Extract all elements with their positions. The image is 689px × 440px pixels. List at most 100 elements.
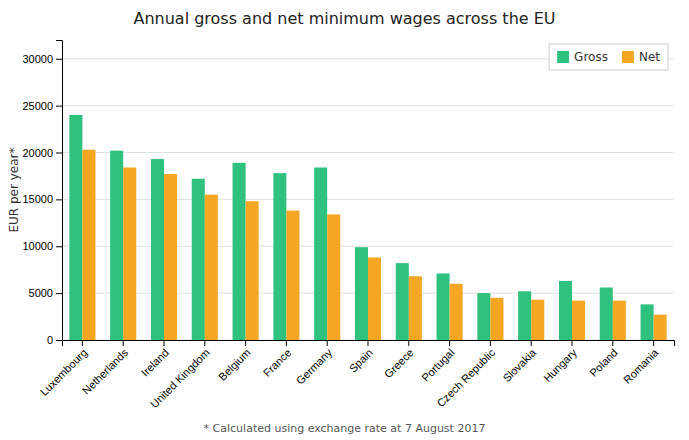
bar (192, 179, 205, 340)
plot: 0 5000 10000 15000 20000 25000 30000 Luxembourg… (22, 41, 674, 411)
bar-series (82, 150, 666, 340)
tick-label: Hungary (541, 346, 579, 384)
bar (151, 159, 164, 340)
tick: Netherlands (80, 340, 131, 397)
tick-label: 15000 (22, 193, 53, 205)
bar (110, 151, 123, 340)
bar (164, 174, 177, 340)
tick-mark (490, 340, 491, 346)
tick-label: 25000 (22, 100, 53, 112)
bar (600, 288, 613, 341)
tick-label: 5000 (29, 287, 53, 299)
tick-mark (56, 59, 62, 60)
tick-label: Romania (621, 346, 661, 386)
tick: Portugal (419, 340, 456, 384)
tick-label: Czech Republic (434, 346, 497, 409)
legend-box (549, 44, 668, 70)
bar (409, 276, 422, 340)
tick-label: Slovakia (500, 346, 539, 385)
bars (69, 115, 666, 340)
tick-mark (204, 340, 205, 346)
tick-mark (449, 340, 450, 346)
tick: Greece (382, 340, 416, 380)
tick: 25000 (22, 100, 62, 112)
bar (437, 273, 450, 340)
bar (490, 298, 503, 340)
tick: Germany (294, 340, 335, 387)
grid-line (62, 105, 674, 106)
tick-label: United Kingdom (148, 346, 212, 410)
tick-mark (82, 340, 83, 346)
bar (654, 315, 667, 340)
tick: France (261, 340, 294, 379)
grid (62, 59, 674, 340)
axis-title: EUR per year* (7, 147, 21, 232)
bar (233, 163, 246, 340)
tick: Slovakia (500, 340, 539, 384)
x-axis: LuxembourgNetherlandsIrelandUnited Kingd… (38, 340, 675, 410)
axis-line (56, 41, 63, 341)
bar (641, 304, 654, 340)
tick-mark (56, 246, 62, 247)
bar (205, 195, 218, 340)
tick-mark (123, 340, 124, 346)
legend-swatch (622, 51, 634, 63)
tick: Poland (587, 340, 620, 379)
legend-swatch (557, 51, 569, 63)
tick-label: Spain (347, 346, 375, 374)
tick-mark (368, 340, 369, 346)
bar-series (69, 115, 653, 340)
tick-mark (164, 340, 165, 346)
bar (477, 293, 490, 340)
bar (450, 284, 463, 340)
tick-mark (612, 340, 613, 346)
legend: Gross Net (549, 44, 668, 70)
legend-item: Net (622, 50, 660, 64)
tick-mark (572, 340, 573, 346)
tick-label: Germany (294, 346, 335, 387)
tick-mark (531, 340, 532, 346)
tick: 0 (47, 334, 62, 346)
grid-line (62, 152, 674, 153)
tick: 15000 (22, 193, 62, 205)
tick: Ireland (139, 340, 171, 379)
bar (613, 301, 626, 340)
tick: 20000 (22, 147, 62, 159)
tick: 5000 (29, 287, 62, 299)
bar (559, 281, 572, 340)
title: Annual gross and net minimum wages acros… (133, 9, 555, 28)
legend-label: Net (639, 50, 660, 64)
tick-mark (56, 340, 62, 341)
tick: Hungary (541, 340, 579, 384)
tick: Romania (621, 340, 661, 386)
tick-label: Ireland (139, 346, 171, 378)
tick: Spain (347, 340, 375, 375)
tick-mark (286, 340, 287, 346)
legend-label: Gross (574, 50, 608, 64)
tick-label: Netherlands (80, 346, 131, 397)
tick: Czech Republic (434, 340, 497, 409)
tick-mark (56, 106, 62, 107)
bar (396, 263, 409, 340)
legend-item: Gross (557, 50, 608, 64)
y-axis: 0 5000 10000 15000 20000 25000 30000 (22, 41, 62, 347)
tick-mark (408, 340, 409, 346)
bar (273, 173, 286, 340)
tick-label: 10000 (22, 240, 53, 252)
tick-mark (245, 340, 246, 346)
tick: 30000 (22, 53, 62, 65)
bar (368, 258, 381, 341)
bar (518, 291, 531, 340)
tick-mark (56, 153, 62, 154)
tick: Belgium (216, 340, 253, 383)
bar (531, 300, 544, 340)
tick-label: Belgium (216, 346, 253, 383)
tick-mark (56, 293, 62, 294)
tick-mark (56, 199, 62, 200)
bar (314, 168, 327, 341)
tick-label: Poland (587, 346, 620, 379)
tick-label: Portugal (419, 346, 456, 383)
bar (355, 247, 368, 340)
tick-mark (327, 340, 328, 346)
tick: United Kingdom (148, 340, 212, 410)
